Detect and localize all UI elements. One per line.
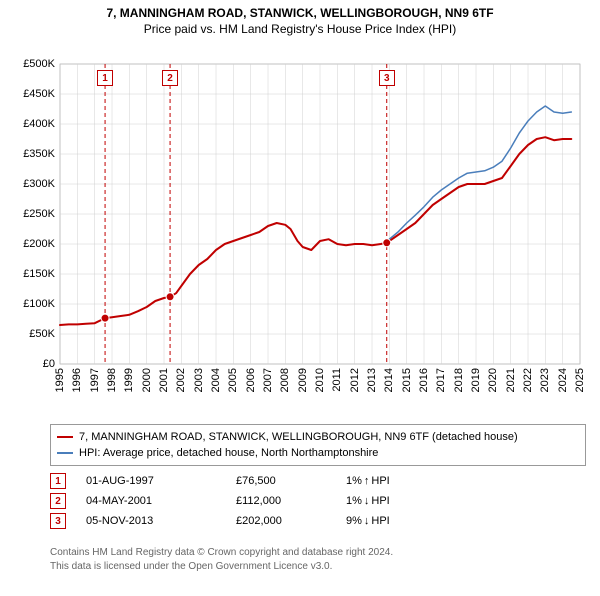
x-tick-label: 2021 [505, 368, 517, 392]
legend-row-1: HPI: Average price, detached house, Nort… [57, 445, 579, 461]
transaction-price: £112,000 [236, 495, 346, 507]
x-tick-label: 2008 [279, 368, 291, 392]
x-tick-label: 2022 [522, 368, 534, 392]
transaction-hpi-label: HPI [371, 515, 389, 527]
y-tick-label: £0 [5, 358, 55, 370]
transaction-hpi-label: HPI [371, 475, 389, 487]
x-tick-label: 2001 [158, 368, 170, 392]
transaction-hpi-pct: 1% [346, 495, 362, 507]
x-tick-label: 2003 [193, 368, 205, 392]
transaction-row: 3 05-NOV-2013£202,0009%↓HPI [50, 513, 586, 529]
transaction-price: £76,500 [236, 475, 346, 487]
legend-swatch [57, 452, 73, 454]
x-tick-label: 2005 [227, 368, 239, 392]
chart-svg [50, 54, 590, 404]
chart-title: 7, MANNINGHAM ROAD, STANWICK, WELLINGBOR… [0, 6, 600, 20]
y-tick-label: £200K [5, 238, 55, 250]
footer-line1: Contains HM Land Registry data © Crown c… [50, 546, 586, 560]
y-tick-label: £250K [5, 208, 55, 220]
chart-marker-3: 3 [379, 70, 395, 86]
y-tick-label: £300K [5, 178, 55, 190]
y-tick-label: £400K [5, 118, 55, 130]
x-tick-label: 2010 [314, 368, 326, 392]
transaction-hpi: 1%↓HPI [346, 495, 456, 507]
x-tick-label: 2025 [574, 368, 586, 392]
chart-marker-1: 1 [97, 70, 113, 86]
transaction-date: 01-AUG-1997 [86, 475, 236, 487]
x-tick-label: 2004 [210, 368, 222, 392]
y-tick-label: £500K [5, 58, 55, 70]
transaction-date: 04-MAY-2001 [86, 495, 236, 507]
chart-marker-2: 2 [162, 70, 178, 86]
chart-subtitle: Price paid vs. HM Land Registry's House … [0, 22, 600, 36]
transactions-list: 101-AUG-1997£76,5001%↑HPI204-MAY-2001£11… [50, 469, 586, 533]
transaction-row: 1 01-AUG-1997£76,5001%↑HPI [50, 473, 586, 489]
x-tick-label: 1999 [123, 368, 135, 392]
transaction-price: £202,000 [236, 515, 346, 527]
transaction-number-box: 1 [50, 473, 66, 489]
transaction-date: 05-NOV-2013 [86, 515, 236, 527]
footer: Contains HM Land Registry data © Crown c… [50, 546, 586, 574]
x-tick-label: 1995 [54, 368, 66, 392]
transaction-hpi: 1%↑HPI [346, 475, 456, 487]
y-tick-label: £100K [5, 298, 55, 310]
y-tick-label: £150K [5, 268, 55, 280]
x-tick-label: 2015 [401, 368, 413, 392]
x-tick-label: 2019 [470, 368, 482, 392]
y-tick-label: £350K [5, 148, 55, 160]
legend-row-0: 7, MANNINGHAM ROAD, STANWICK, WELLINGBOR… [57, 429, 579, 445]
x-tick-label: 1998 [106, 368, 118, 392]
transaction-hpi-label: HPI [371, 495, 389, 507]
arrow-up-icon: ↑ [364, 475, 370, 487]
legend: 7, MANNINGHAM ROAD, STANWICK, WELLINGBOR… [50, 424, 586, 466]
x-tick-label: 2020 [487, 368, 499, 392]
x-tick-label: 2023 [539, 368, 551, 392]
transaction-hpi: 9%↓HPI [346, 515, 456, 527]
transaction-number-box: 2 [50, 493, 66, 509]
x-tick-label: 2013 [366, 368, 378, 392]
x-tick-label: 2012 [349, 368, 361, 392]
arrow-down-icon: ↓ [364, 515, 370, 527]
chart-area: 1 2 3 [50, 54, 590, 404]
x-tick-label: 2006 [245, 368, 257, 392]
x-tick-label: 1996 [71, 368, 83, 392]
x-tick-label: 2018 [453, 368, 465, 392]
x-tick-label: 2017 [435, 368, 447, 392]
x-tick-label: 2000 [141, 368, 153, 392]
x-tick-label: 2016 [418, 368, 430, 392]
x-tick-label: 2014 [383, 368, 395, 392]
x-tick-label: 2007 [262, 368, 274, 392]
transaction-hpi-pct: 1% [346, 475, 362, 487]
y-tick-label: £450K [5, 88, 55, 100]
arrow-down-icon: ↓ [364, 495, 370, 507]
legend-label: 7, MANNINGHAM ROAD, STANWICK, WELLINGBOR… [79, 429, 518, 445]
transaction-row: 2 04-MAY-2001£112,0001%↓HPI [50, 493, 586, 509]
transaction-hpi-pct: 9% [346, 515, 362, 527]
x-tick-label: 1997 [89, 368, 101, 392]
footer-line2: This data is licensed under the Open Gov… [50, 560, 586, 574]
y-tick-label: £50K [5, 328, 55, 340]
x-tick-label: 2009 [297, 368, 309, 392]
x-tick-label: 2011 [331, 368, 343, 392]
legend-label: HPI: Average price, detached house, Nort… [79, 445, 378, 461]
x-tick-label: 2024 [557, 368, 569, 392]
transaction-number-box: 3 [50, 513, 66, 529]
legend-swatch [57, 436, 73, 438]
x-tick-label: 2002 [175, 368, 187, 392]
